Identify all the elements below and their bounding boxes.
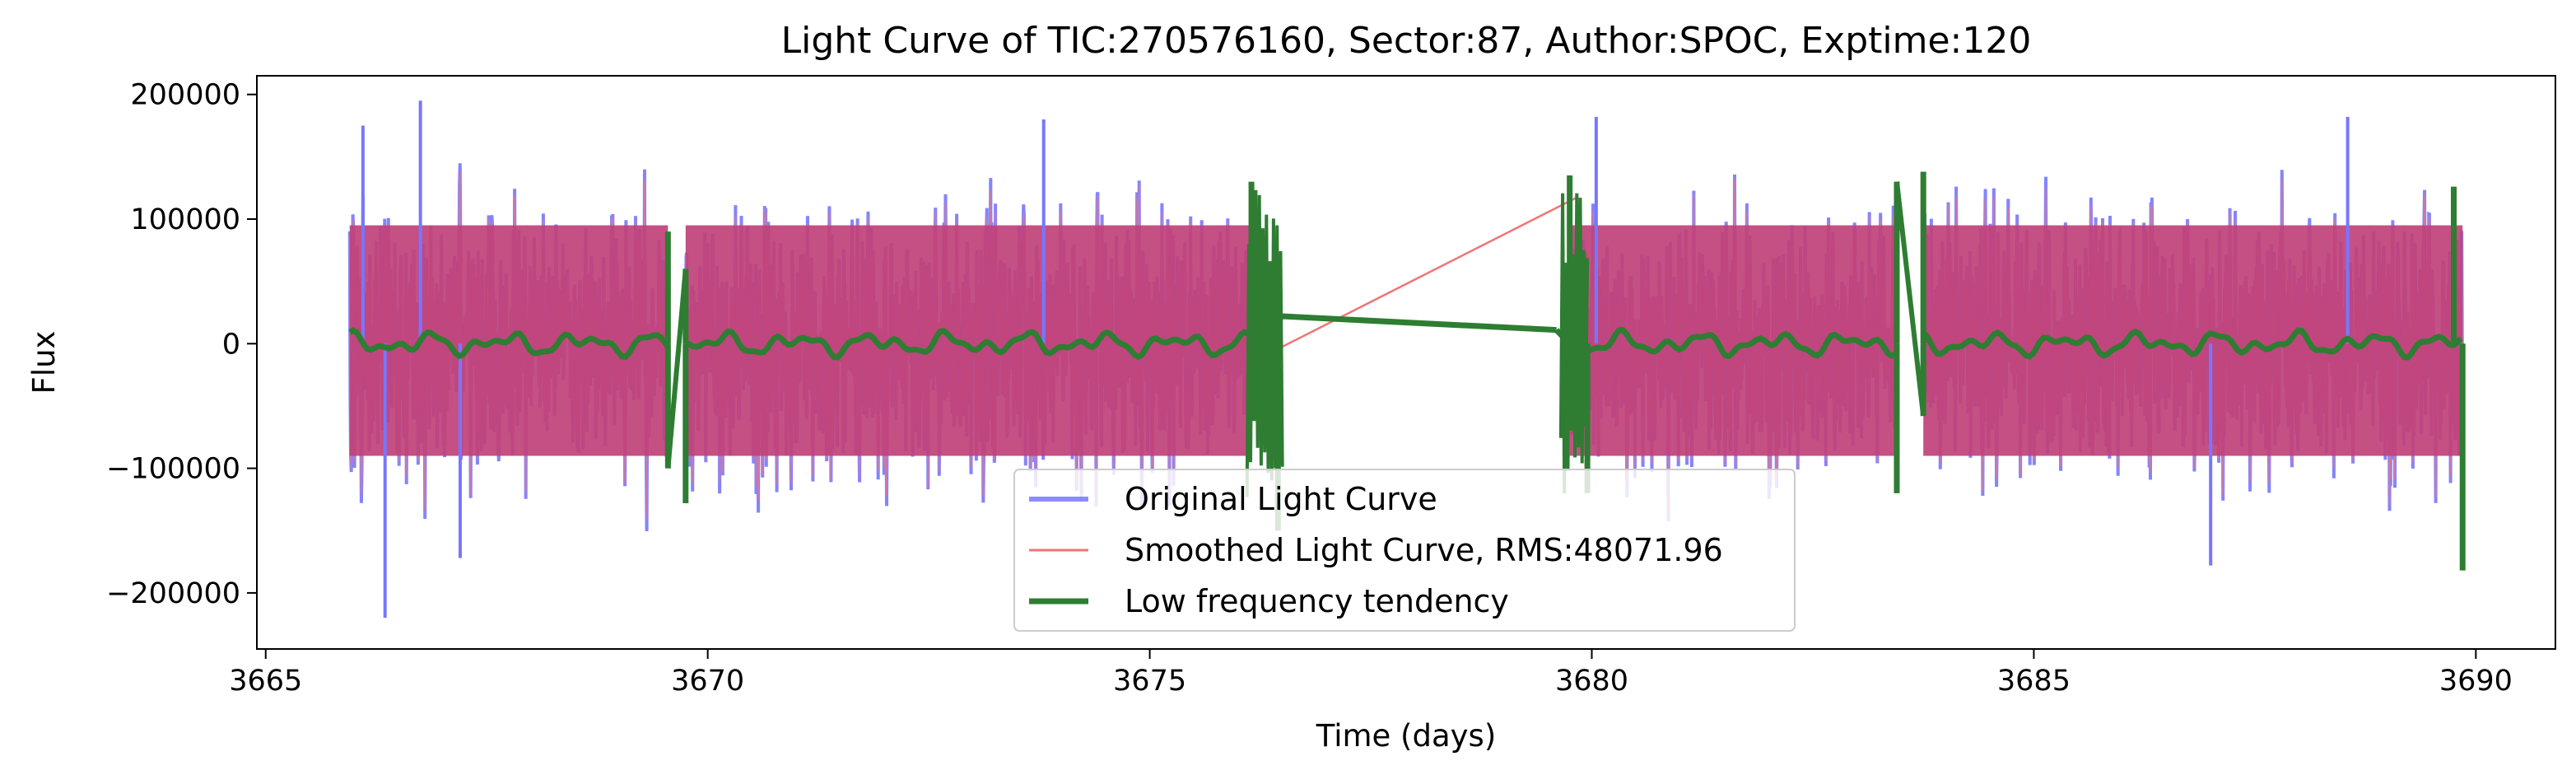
axis-ticks: 3665 3670 3675 3680 3685 3690 200000 100000 0 −10… xyxy=(106,79,2513,698)
trend-segment-2 xyxy=(684,327,1254,361)
x-tick-label-3685: 3685 xyxy=(1997,665,2071,698)
x-tick-label-3670: 3670 xyxy=(671,665,744,698)
x-tick-label-3690: 3690 xyxy=(2439,665,2513,698)
trend-edge-burst-2 xyxy=(1558,193,1590,494)
legend-box xyxy=(1013,469,1796,632)
y-tick-label-1: 100000 xyxy=(130,203,240,236)
plot-frame xyxy=(256,75,2556,650)
legend-label-1: Original Light Curve xyxy=(1125,481,1437,517)
x-tick-label-3680: 3680 xyxy=(1555,665,1628,698)
y-tick-label-4: −200000 xyxy=(106,577,240,610)
y-axis-label: Flux xyxy=(26,331,62,395)
trend-segment-4 xyxy=(1921,327,2463,361)
x-axis-label: Time (days) xyxy=(1316,718,1497,754)
chart-title: Light Curve of TIC:270576160, Sector:87,… xyxy=(781,20,2032,62)
y-tick-label-2: 0 xyxy=(222,328,240,361)
legend-label-3: Low frequency tendency xyxy=(1125,583,1509,619)
legend: Original Light Curve Smoothed Light Curve… xyxy=(1013,469,1796,632)
trend-segment-3 xyxy=(1567,326,1897,360)
trend-bridge-1 xyxy=(665,268,688,469)
trend-edge-burst-1 xyxy=(1245,189,1284,497)
trend-segment-1 xyxy=(348,327,671,361)
trend-gap-line xyxy=(1282,313,1557,334)
x-tick-label-3675: 3675 xyxy=(1113,665,1186,698)
overlap-band-4 xyxy=(1923,225,2463,456)
trend-bridge-2 xyxy=(1894,181,1926,417)
x-tick-label-3665: 3665 xyxy=(229,665,302,698)
plot-area xyxy=(347,100,2466,619)
y-tick-label-0: 200000 xyxy=(130,79,240,112)
legend-label-2: Smoothed Light Curve, RMS:48071.96 xyxy=(1125,532,1723,568)
smoothed-gap-bridge xyxy=(1251,195,1579,364)
y-tick-label-3: −100000 xyxy=(106,453,240,486)
